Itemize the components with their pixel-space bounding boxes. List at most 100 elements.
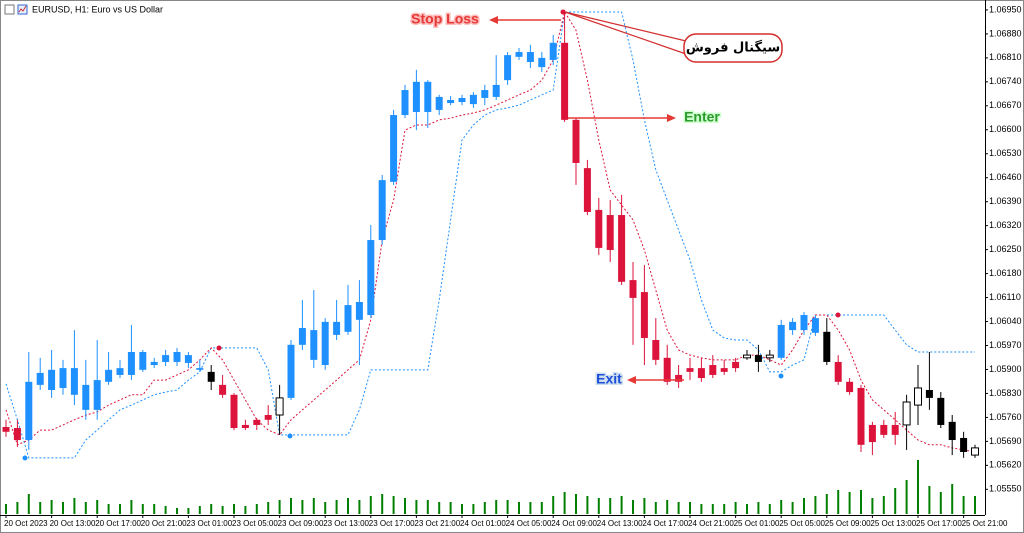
candle-body: [162, 355, 170, 362]
y-tick-label: 1.06530: [989, 148, 1022, 158]
x-tick-label: 23 Oct 21:00: [414, 519, 460, 528]
candle-body: [390, 115, 398, 182]
x-tick-label: 24 Oct 01:00: [460, 519, 506, 528]
x-tick-label: 25 Oct 21:00: [962, 519, 1008, 528]
candle-body: [846, 381, 854, 393]
candle-body: [948, 421, 956, 441]
candle-body: [663, 357, 671, 382]
candle-body: [686, 368, 694, 372]
candle-body: [823, 331, 831, 362]
candle-body: [640, 292, 648, 338]
x-tick-label: 24 Oct 17:00: [642, 519, 688, 528]
candle-body: [743, 354, 751, 359]
candle-body: [891, 424, 899, 435]
indicator-line: [5, 10, 976, 453]
candle-body: [469, 94, 477, 105]
candle-body: [572, 119, 580, 163]
candle-body: [264, 415, 272, 420]
signal-dot: [560, 9, 566, 15]
candle-body: [857, 387, 865, 445]
y-tick-label: 1.06040: [989, 316, 1022, 326]
candle-body: [606, 215, 614, 250]
candle-body: [355, 302, 363, 320]
arrow-head: [667, 114, 676, 122]
chart-title: EURUSD, H1: Euro vs US Dollar: [32, 4, 163, 14]
annotation-text: Exit: [596, 371, 622, 387]
candle-body: [13, 428, 21, 441]
candle-body: [333, 321, 341, 335]
x-tick-label: 20 Oct 17:00: [95, 519, 141, 528]
y-tick-label: 1.06950: [989, 4, 1022, 14]
candle-body: [401, 90, 409, 116]
candle-body: [937, 397, 945, 425]
signal-dot: [287, 433, 293, 439]
x-tick-label: 25 Oct 09:00: [825, 519, 871, 528]
candle-body: [344, 305, 352, 332]
candle-body: [424, 81, 432, 112]
arrow-head: [627, 376, 636, 384]
y-tick-label: 1.06390: [989, 196, 1022, 206]
x-tick-label: 25 Oct 01:00: [734, 519, 780, 528]
candle-body: [230, 394, 238, 429]
y-tick-label: 1.06670: [989, 100, 1022, 110]
candle-body: [561, 42, 569, 120]
candle-body: [59, 368, 67, 388]
arrow-head: [489, 16, 498, 24]
candle-body: [173, 352, 181, 362]
signal-dot: [835, 312, 841, 318]
candle-body: [549, 42, 557, 60]
candle-body: [25, 381, 33, 441]
chart-icon-line: [18, 5, 27, 13]
candle-body: [253, 419, 261, 425]
x-tick-label: 23 Oct 17:00: [369, 519, 415, 528]
x-tick-label: 25 Oct 13:00: [870, 519, 916, 528]
candle-body: [914, 387, 922, 406]
x-tick-label: 24 Oct 13:00: [597, 519, 643, 528]
chart-icon: [17, 4, 28, 15]
x-tick-label: 23 Oct 09:00: [278, 519, 324, 528]
candle-body: [971, 447, 979, 456]
y-tick-label: 1.05550: [989, 484, 1022, 494]
y-tick-label: 1.06740: [989, 76, 1022, 86]
candle-body: [435, 96, 443, 110]
x-tick-label: 24 Oct 21:00: [688, 519, 734, 528]
x-tick-label: 24 Oct 05:00: [506, 519, 552, 528]
x-tick-label: 23 Oct 05:00: [232, 519, 278, 528]
y-tick-label: 1.06810: [989, 52, 1022, 62]
y-tick-label: 1.06460: [989, 172, 1022, 182]
candle-body: [675, 374, 683, 382]
x-tick-label: 23 Oct 01:00: [186, 519, 232, 528]
candle-body: [880, 424, 888, 435]
candle-body: [241, 424, 249, 429]
annotation-text: Enter: [684, 109, 720, 125]
x-tick-label: 23 Oct 13:00: [323, 519, 369, 528]
candle-body: [378, 180, 386, 241]
candle-body: [868, 424, 876, 443]
sell-signal-annotation: سیگنال فروش: [564, 11, 783, 63]
candle-body: [652, 340, 660, 360]
candle-body: [709, 365, 717, 375]
x-tick-label: 25 Oct 17:00: [916, 519, 962, 528]
y-tick-label: 1.05760: [989, 412, 1022, 422]
y-tick-label: 1.06250: [989, 244, 1022, 254]
plot-area: 1.06950 1.06880 1.06810 1.06740 1.06670 1.066…: [2, 4, 1022, 528]
exit-annotation: Exit: [595, 369, 684, 388]
x-tick-label: 24 Oct 09:00: [551, 519, 597, 528]
annotation-text: سیگنال فروش: [686, 40, 780, 56]
candle-body: [583, 168, 591, 212]
candle-body: [367, 240, 375, 316]
candle-body: [481, 90, 489, 98]
candle-body: [116, 368, 124, 375]
x-tick-label: 20 Oct 2023: [4, 519, 48, 528]
y-tick-label: 1.06880: [989, 28, 1022, 38]
candle-body: [925, 390, 933, 398]
candle-body: [458, 97, 466, 103]
candle-body: [127, 352, 135, 375]
candle-body: [765, 354, 774, 359]
signal-dot: [216, 345, 222, 351]
candle-body: [777, 324, 785, 358]
candle-body: [720, 368, 728, 372]
